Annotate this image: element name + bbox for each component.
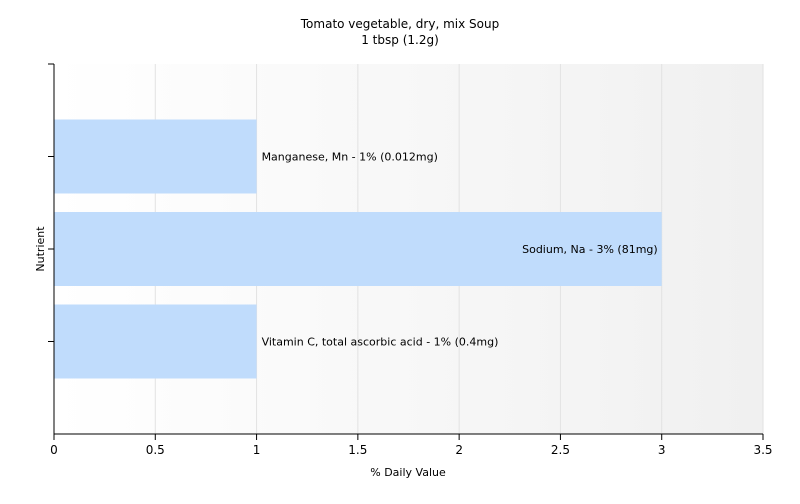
x-tick-label: 3 [658,443,666,457]
x-tick-label: 2.5 [551,443,570,457]
bar-data-label: Vitamin C, total ascorbic acid - 1% (0.4… [262,336,499,349]
bar-data-label: Manganese, Mn - 1% (0.012mg) [262,151,438,164]
y-axis-label: Nutrient [34,226,47,272]
bar-data-label: Sodium, Na - 3% (81mg) [522,243,658,256]
bar [54,212,662,286]
bar [54,304,257,379]
x-tick-label: 2 [455,443,463,457]
bar [54,119,257,194]
plot-area: Manganese, Mn - 1% (0.012mg) Sodium, Na -… [48,63,773,457]
x-tick-label: 1 [253,443,261,457]
chart-title: Tomato vegetable, dry, mix Soup [300,17,499,31]
x-tick-label: 0 [50,443,58,457]
x-tick-label: 1.5 [348,443,367,457]
x-tick-label: 0.5 [146,443,165,457]
chart-subtitle: 1 tbsp (1.2g) [361,33,439,47]
x-tick-label: 3.5 [753,443,772,457]
x-axis-label: % Daily Value [370,466,446,479]
